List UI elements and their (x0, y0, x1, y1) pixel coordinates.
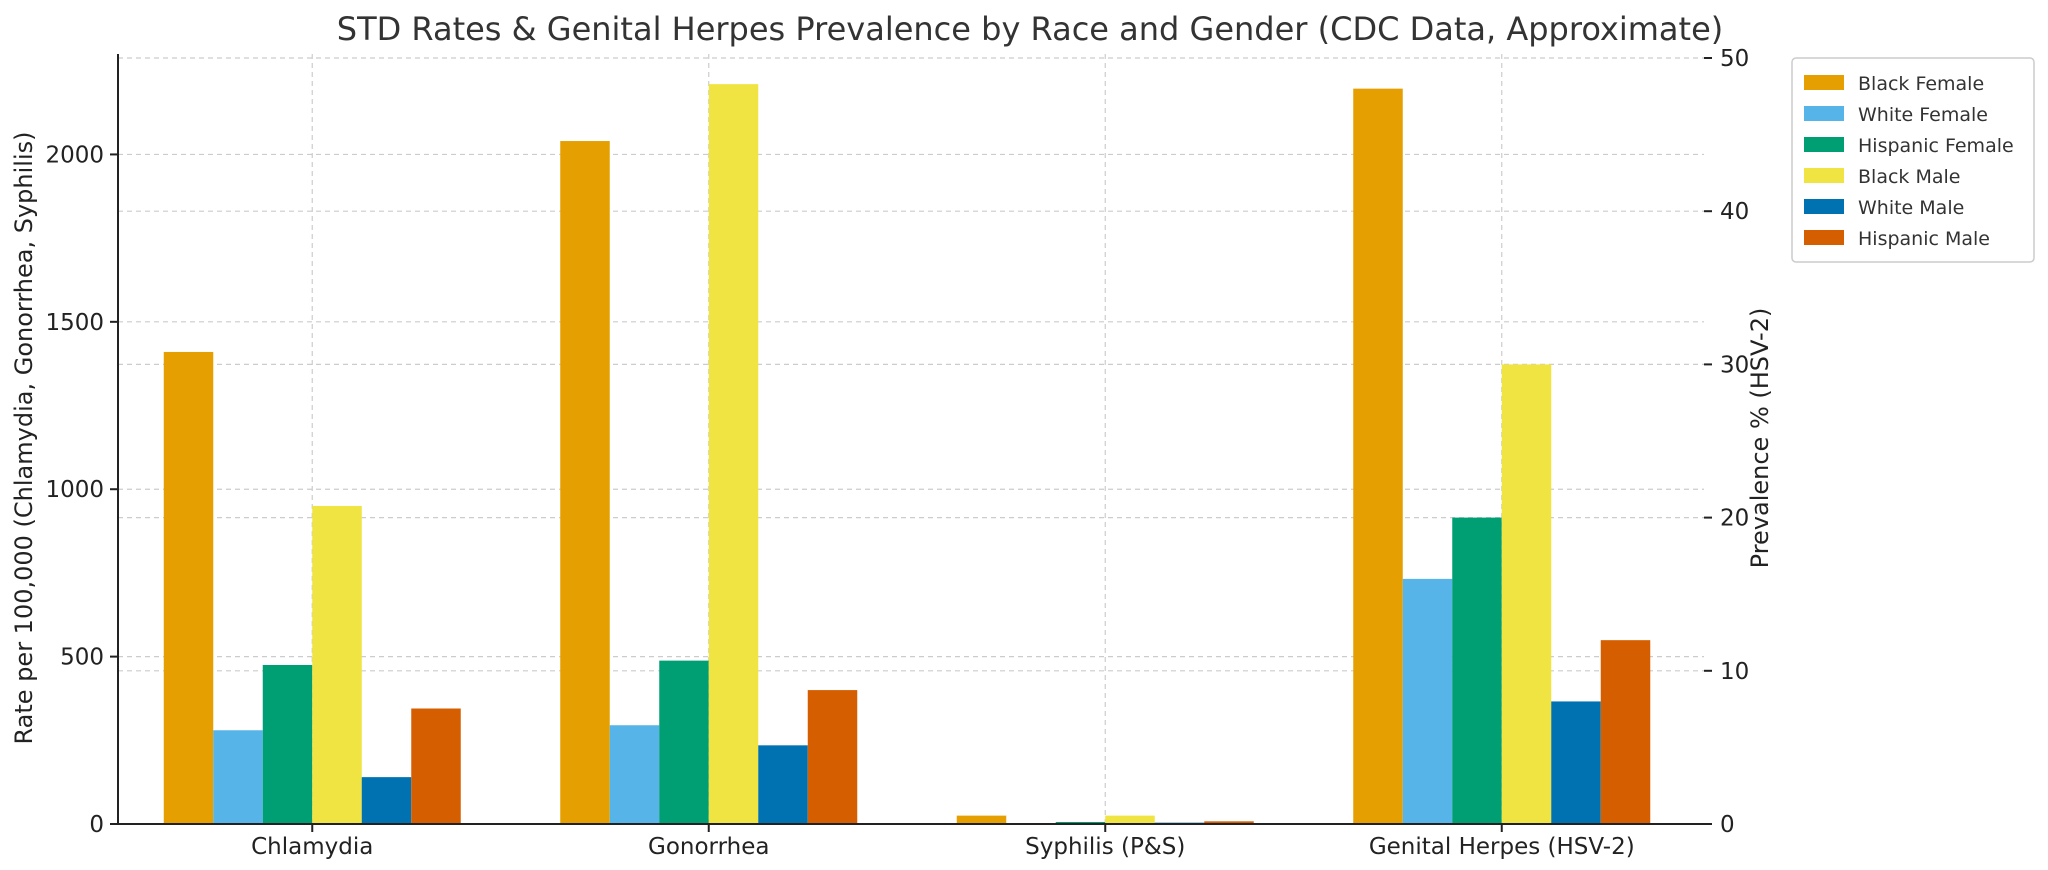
legend-label: Black Female (1858, 73, 1984, 95)
bar (1055, 821, 1106, 824)
chart-title: STD Rates & Genital Herpes Prevalence by… (337, 10, 1723, 48)
legend-label: White Male (1858, 197, 1964, 219)
legend-swatch (1804, 75, 1844, 90)
y-right-tick-label: 0 (1720, 812, 1735, 838)
bars-layer (163, 84, 1651, 825)
y-right-tick-label: 30 (1720, 352, 1749, 378)
x-tick-label: Genital Herpes (HSV-2) (1369, 834, 1635, 860)
grid-layer (118, 54, 1704, 824)
y-left-tick-label: 500 (60, 645, 104, 671)
bar (956, 815, 1007, 824)
bar (1600, 640, 1651, 824)
y-left-tick-label: 1000 (45, 477, 104, 503)
legend-label: White Female (1858, 104, 1988, 126)
bar (1551, 701, 1601, 824)
legend-swatch (1804, 230, 1844, 245)
bar (1204, 821, 1254, 824)
bar (1501, 364, 1552, 824)
legend-swatch (1804, 168, 1844, 183)
y-right-tick-label: 50 (1720, 46, 1749, 72)
bar (1105, 815, 1155, 824)
x-tick-label: Syphilis (P&S) (1025, 834, 1185, 860)
x-tick-label: Gonorrhea (648, 834, 769, 860)
bar (213, 730, 263, 824)
bar (807, 690, 858, 824)
y-right-tick-label: 40 (1720, 199, 1749, 225)
y-right-tick-label: 20 (1720, 506, 1749, 532)
legend-label: Hispanic Male (1858, 228, 1990, 250)
bar (1452, 517, 1502, 824)
legend: Black Female White Female Hispanic Female B… (1791, 57, 2035, 263)
y-left-tick-label: 2000 (45, 142, 104, 168)
y-right-tick-label: 10 (1720, 659, 1749, 685)
bar (312, 505, 362, 824)
bar (659, 660, 709, 824)
bar (262, 664, 313, 824)
bar (758, 745, 808, 824)
bar (609, 725, 660, 824)
bar (361, 777, 412, 824)
legend-label: Black Male (1858, 166, 1960, 188)
bar (1402, 578, 1453, 824)
y-axis-left-label: Rate per 100,000 (Chlamydia, Gonorrhea, … (10, 132, 38, 745)
ticks-layer: 0 500 1000 1500 2000 0 10 20 30 40 50 Chlamydia Gono… (45, 46, 1749, 860)
bar (411, 708, 461, 824)
bar (708, 84, 759, 824)
bar (560, 141, 610, 825)
legend-box (1791, 57, 2035, 263)
bar (163, 351, 214, 824)
y-left-tick-label: 1500 (45, 310, 104, 336)
legend-swatch (1804, 137, 1844, 152)
bar (1353, 88, 1403, 824)
legend-label: Hispanic Female (1858, 135, 2014, 157)
axes-layer (117, 54, 1704, 825)
legend-swatch (1804, 199, 1844, 214)
y-axis-right-label: Prevalence % (HSV-2) (1746, 308, 1774, 569)
legend-swatch (1804, 106, 1844, 121)
x-tick-label: Chlamydia (251, 834, 373, 860)
y-left-tick-label: 0 (89, 812, 104, 838)
